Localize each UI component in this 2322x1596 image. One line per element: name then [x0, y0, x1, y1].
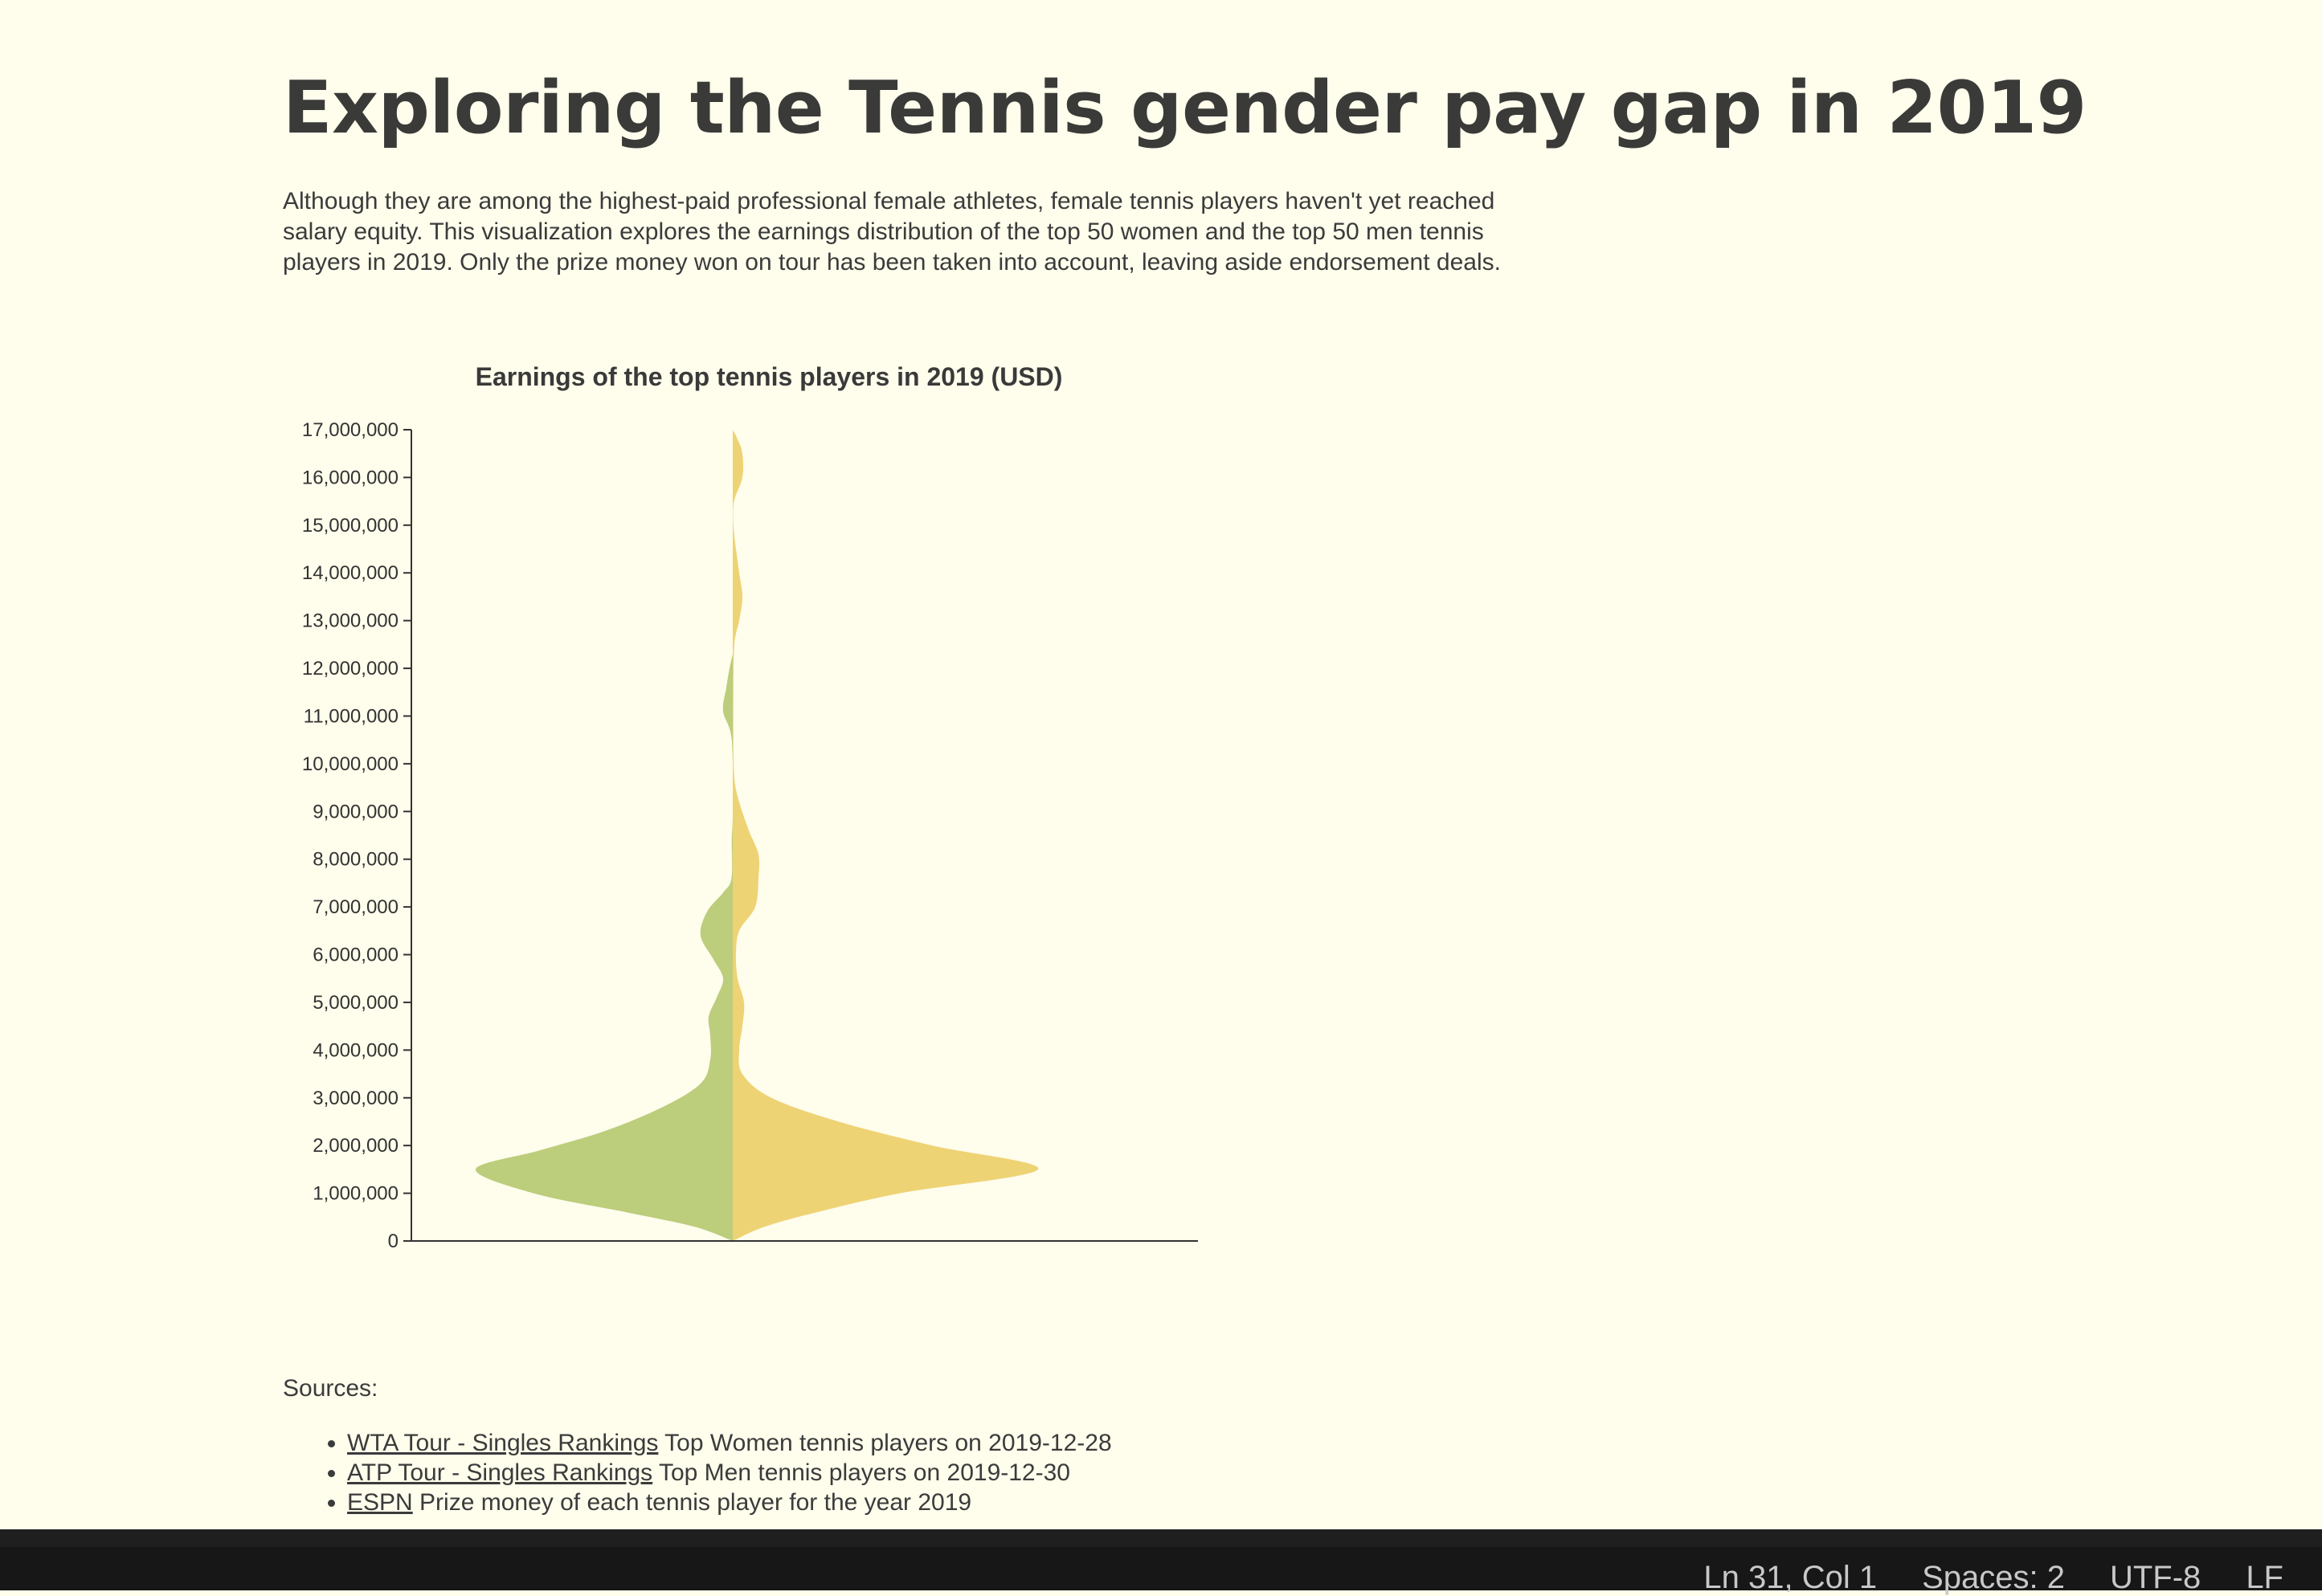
- source-text-atp: Top Men tennis players on 2019-12-30: [652, 1459, 1070, 1486]
- y-tick-label: 7,000,000: [313, 896, 399, 918]
- chart-title: Earnings of the top tennis players in 20…: [476, 362, 1063, 391]
- source-text-espn: Prize money of each tennis player for th…: [412, 1489, 972, 1516]
- y-tick-label: 16,000,000: [302, 467, 399, 488]
- y-tick-label: 3,000,000: [313, 1088, 399, 1109]
- intro-paragraph: Although they are among the highest-paid…: [283, 188, 1501, 276]
- chart-svg: Earnings of the top tennis players in 20…: [302, 362, 1198, 1252]
- violin-half-left: [475, 652, 736, 1243]
- y-tick-label: 8,000,000: [313, 849, 399, 871]
- status-indentation[interactable]: Spaces: 2: [1922, 1560, 2065, 1595]
- y-axis: 0 1,000,000 2,000,000 3,000,000 4,000,000 5,0…: [302, 419, 412, 1252]
- y-tick-label: 2,000,000: [313, 1135, 399, 1157]
- source-text-wta: Top Women tennis players on 2019-12-28: [658, 1430, 1112, 1456]
- source-link-atp[interactable]: ATP Tour - Singles Rankings: [347, 1459, 653, 1486]
- y-tick-label: 9,000,000: [313, 801, 399, 822]
- violin-chart: Earnings of the top tennis players in 20…: [265, 353, 1253, 1269]
- source-item-espn: ESPN Prize money of each tennis player f…: [347, 1488, 1112, 1517]
- violin-half-right: [730, 429, 1039, 1243]
- source-item-atp: ATP Tour - Singles Rankings Top Men tenn…: [347, 1458, 1112, 1488]
- violin-shapes: [475, 429, 1039, 1243]
- source-item-wta: WTA Tour - Singles Rankings Top Women te…: [347, 1428, 1112, 1458]
- y-tick-label: 12,000,000: [302, 658, 399, 680]
- source-link-espn[interactable]: ESPN: [347, 1489, 413, 1516]
- y-tick-label: 6,000,000: [313, 945, 399, 966]
- status-bar: Ln 31, Col 1 Spaces: 2 UTF-8 LF: [0, 1529, 2322, 1595]
- sources-label: Sources:: [283, 1375, 378, 1402]
- y-tick-label: 13,000,000: [302, 610, 399, 632]
- page-title: Exploring the Tennis gender pay gap in 2…: [283, 66, 2087, 150]
- y-tick-label: 14,000,000: [302, 562, 399, 584]
- source-link-wta[interactable]: WTA Tour - Singles Rankings: [347, 1430, 659, 1456]
- status-cursor-position[interactable]: Ln 31, Col 1: [1703, 1560, 1878, 1595]
- y-tick-label: 0: [388, 1231, 399, 1252]
- y-tick-label: 10,000,000: [302, 753, 399, 775]
- status-encoding[interactable]: UTF-8: [2109, 1560, 2201, 1595]
- y-tick-label: 11,000,000: [304, 705, 399, 727]
- y-tick-label: 15,000,000: [302, 515, 399, 537]
- y-tick-label: 17,000,000: [302, 419, 399, 441]
- sources-list: WTA Tour - Singles Rankings Top Women te…: [283, 1428, 1112, 1517]
- y-tick-label: 5,000,000: [313, 992, 399, 1014]
- y-tick-label: 1,000,000: [313, 1183, 399, 1205]
- status-line-ending[interactable]: LF: [2246, 1560, 2283, 1595]
- y-tick-label: 4,000,000: [313, 1039, 399, 1061]
